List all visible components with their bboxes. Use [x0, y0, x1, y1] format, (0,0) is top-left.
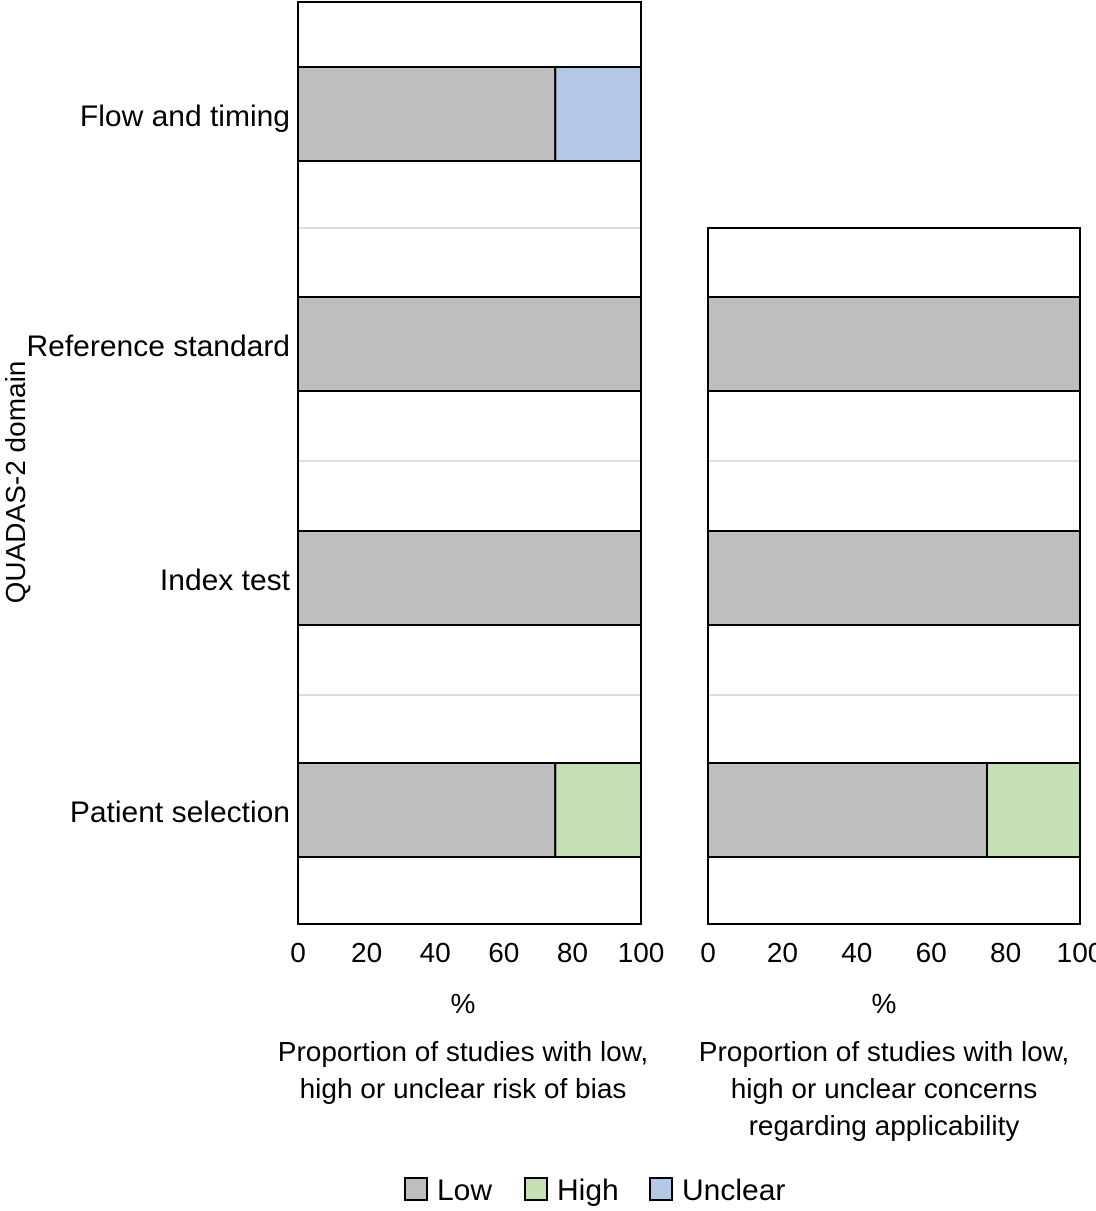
domain-labels: Flow and timing Reference standard Index t… — [27, 100, 291, 829]
plot-frame — [707, 227, 1081, 925]
bar-low — [297, 296, 642, 392]
bar-high — [554, 762, 642, 858]
domain-label: Reference standard — [27, 330, 291, 363]
panel-title-line: high or unclear risk of bias — [300, 1073, 627, 1104]
x-tick-label: 20 — [351, 937, 382, 968]
legend: Low High Unclear — [404, 1174, 785, 1207]
x-tick-label: 80 — [557, 937, 588, 968]
legend-label-high: High — [557, 1174, 619, 1207]
panel-2: 0 20 40 60 80 100% Proportion of studies with … — [699, 227, 1096, 1141]
y-axis-title: QUADAS-2 domain — [0, 361, 31, 604]
bar-high — [986, 762, 1081, 858]
x-tick-label: 60 — [488, 937, 519, 968]
legend-swatch-unclear — [649, 1177, 673, 1201]
x-tick-label: 40 — [420, 937, 451, 968]
panel-title-line: Proportion of studies with low, — [278, 1036, 648, 1067]
x-tick-label: 20 — [767, 937, 798, 968]
bar-low — [707, 296, 1081, 392]
bar-unclear — [554, 66, 642, 162]
x-tick-label: 0 — [700, 937, 716, 968]
panel-title-line: regarding applicability — [749, 1110, 1020, 1141]
plot-frame — [297, 1, 642, 925]
domain-label: Patient selection — [70, 796, 290, 829]
bar-low — [297, 530, 642, 626]
panel-1: 0 20 40 60 80 100% Proportion of studies with … — [278, 1, 665, 1104]
x-axis-label: % — [872, 988, 897, 1019]
bar-low — [707, 530, 1081, 626]
x-tick-label: 100 — [1057, 937, 1096, 968]
domain-label: Flow and timing — [80, 100, 290, 133]
x-axis-label: % — [451, 988, 476, 1019]
legend-label-low: Low — [437, 1174, 492, 1207]
panel-title-line: high or unclear concerns — [731, 1073, 1038, 1104]
bar-low — [297, 762, 557, 858]
x-tick-label: 0 — [290, 937, 306, 968]
legend-label-unclear: Unclear — [682, 1174, 785, 1207]
x-tick-label: 40 — [841, 937, 872, 968]
legend-swatch-high — [524, 1177, 548, 1201]
x-tick-label: 100 — [618, 937, 665, 968]
panel-title-line: Proportion of studies with low, — [699, 1036, 1069, 1067]
bar-low — [297, 66, 557, 162]
x-tick-label: 80 — [990, 937, 1021, 968]
y-axis-label: QUADAS-2 domain — [0, 361, 31, 604]
domain-label: Index test — [160, 564, 291, 597]
bar-low — [707, 762, 988, 858]
x-tick-label: 60 — [916, 937, 947, 968]
legend-swatch-low — [404, 1177, 428, 1201]
